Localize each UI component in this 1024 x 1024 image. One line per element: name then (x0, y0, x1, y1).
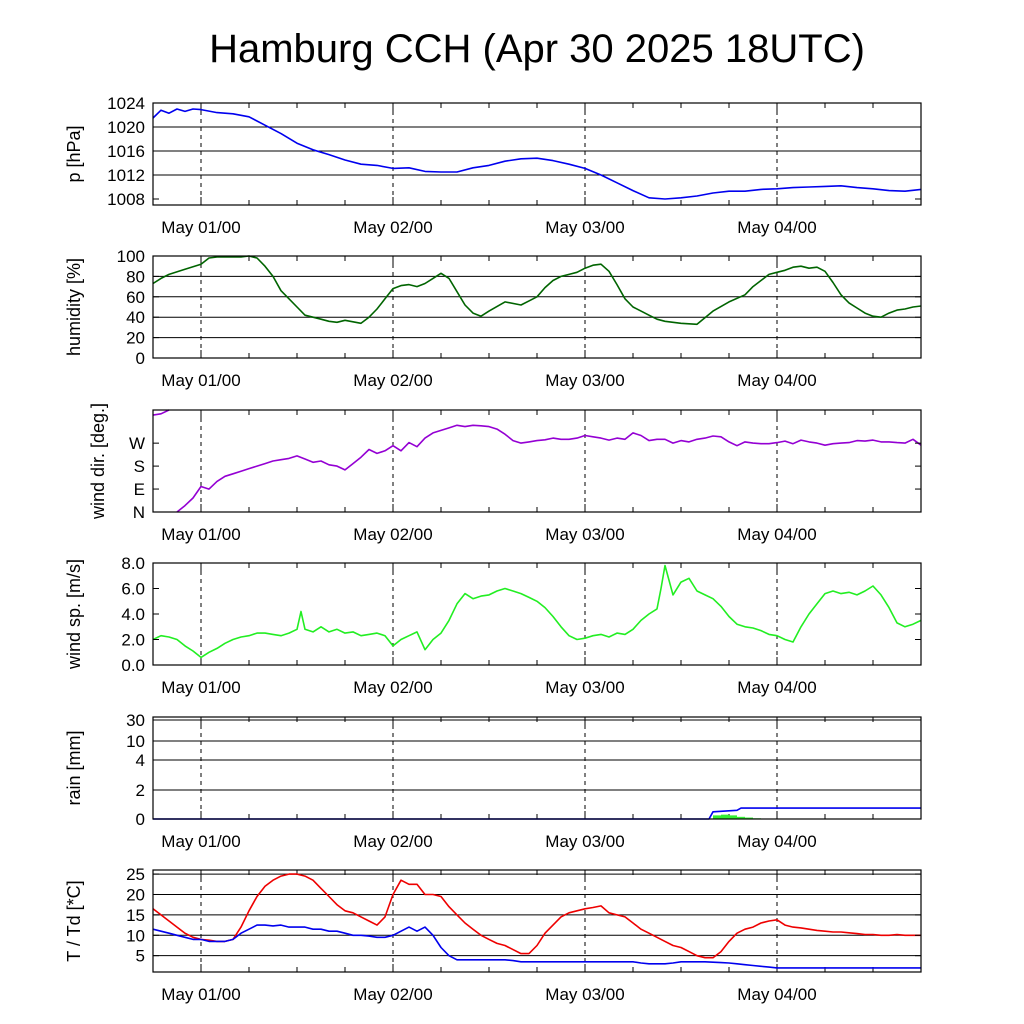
y-tick-label: 1016 (107, 142, 145, 161)
rain-bar (713, 815, 721, 819)
x-tick-label: May 01/00 (161, 525, 240, 544)
y-tick-label: 8.0 (121, 554, 145, 573)
y-tick-label: E (134, 480, 145, 499)
series-line-pressure-0 (152, 108, 922, 200)
x-tick-label: May 02/00 (353, 525, 432, 544)
y-tick-label: S (134, 457, 145, 476)
x-tick-label: May 02/00 (353, 678, 432, 697)
y-axis-label: rain [mm] (64, 730, 84, 805)
y-tick-label: 2.0 (121, 631, 145, 650)
y-tick-label: 0.0 (121, 656, 145, 675)
y-tick-label: 100 (117, 247, 145, 266)
y-tick-label: 0 (136, 349, 145, 368)
x-tick-label: May 03/00 (545, 525, 624, 544)
y-tick-label: 10 (126, 926, 145, 945)
x-tick-label: May 03/00 (545, 218, 624, 237)
y-tick-label: 1008 (107, 190, 145, 209)
x-tick-label: May 01/00 (161, 371, 240, 390)
y-tick-label: 25 (126, 865, 145, 884)
y-tick-label: 1020 (107, 118, 145, 137)
y-tick-label: 30 (126, 711, 145, 730)
y-tick-label: 20 (126, 885, 145, 904)
y-tick-label: 20 (126, 329, 145, 348)
plot-frame (152, 716, 922, 820)
y-axis-label: T / Td [*C] (64, 880, 84, 961)
rain-bar (729, 815, 737, 819)
y-tick-label: 6.0 (121, 580, 145, 599)
panel-rain: 0 2 410 30 rain [mm] May 01/00 May 02/00 May 03… (64, 711, 922, 851)
y-tick-label: 10 (126, 732, 145, 751)
x-tick-label: May 03/00 (545, 832, 624, 851)
plot-frame (152, 255, 922, 359)
y-tick-label: 5 (136, 947, 145, 966)
x-tick-label: May 01/00 (161, 832, 240, 851)
y-tick-label: 1012 (107, 166, 145, 185)
x-tick-label: May 02/00 (353, 371, 432, 390)
x-tick-label: May 02/00 (353, 218, 432, 237)
y-axis-label: p [hPa] (64, 125, 84, 182)
y-axis-label: humidity [%] (64, 258, 84, 356)
y-axis-label: wind sp. [m/s] (64, 559, 84, 670)
x-tick-label: May 01/00 (161, 218, 240, 237)
x-tick-label: May 04/00 (737, 832, 816, 851)
x-tick-label: May 02/00 (353, 985, 432, 1004)
chart-title: Hamburg CCH (Apr 30 2025 18UTC) (209, 27, 865, 71)
series-line-wind-direction-1 (176, 424, 922, 513)
y-tick-label: 4.0 (121, 605, 145, 624)
y-tick-label: 4 (136, 751, 145, 770)
y-tick-label: W (129, 434, 145, 453)
y-tick-label: 15 (126, 906, 145, 925)
y-tick-label: 80 (126, 267, 145, 286)
y-tick-label: 2 (136, 781, 145, 800)
rain-bar (737, 816, 745, 819)
y-axis-label: wind dir. [deg.] (88, 403, 108, 520)
series-line-T (152, 873, 921, 959)
series-line-wind-direction-0 (152, 409, 170, 416)
x-tick-label: May 04/00 (737, 218, 816, 237)
series-line-humidity-0 (152, 255, 922, 326)
plot-frame (152, 409, 922, 513)
x-tick-label: May 03/00 (545, 678, 624, 697)
series-line-wind-speed-0 (152, 564, 922, 659)
x-tick-label: May 04/00 (737, 678, 816, 697)
plot-frame (152, 562, 922, 666)
series-line-Td (152, 924, 921, 969)
panel-wind-speed: 0.0 2.0 4.0 6.0 8.0 wind sp. [m/s] May 01/00 Ma… (64, 554, 922, 697)
x-tick-label: May 03/00 (545, 985, 624, 1004)
y-tick-label: 0 (136, 810, 145, 829)
plot-frame (152, 102, 922, 206)
x-tick-label: May 04/00 (737, 985, 816, 1004)
x-tick-label: May 03/00 (545, 371, 624, 390)
y-tick-label: 1024 (107, 94, 145, 113)
x-tick-label: May 01/00 (161, 985, 240, 1004)
plot-frame (152, 869, 922, 973)
x-tick-label: May 02/00 (353, 832, 432, 851)
panel-pressure: 1008 1012 1016 1020 1024 p [hPa] May 01/00 May … (64, 94, 922, 237)
x-tick-label: May 04/00 (737, 371, 816, 390)
x-tick-label: May 04/00 (737, 525, 816, 544)
y-tick-label: N (133, 503, 145, 522)
x-tick-label: May 01/00 (161, 678, 240, 697)
rain-bar (721, 814, 729, 819)
y-tick-label: 60 (126, 288, 145, 307)
rain-bar (745, 817, 753, 819)
y-tick-label: 40 (126, 308, 145, 327)
